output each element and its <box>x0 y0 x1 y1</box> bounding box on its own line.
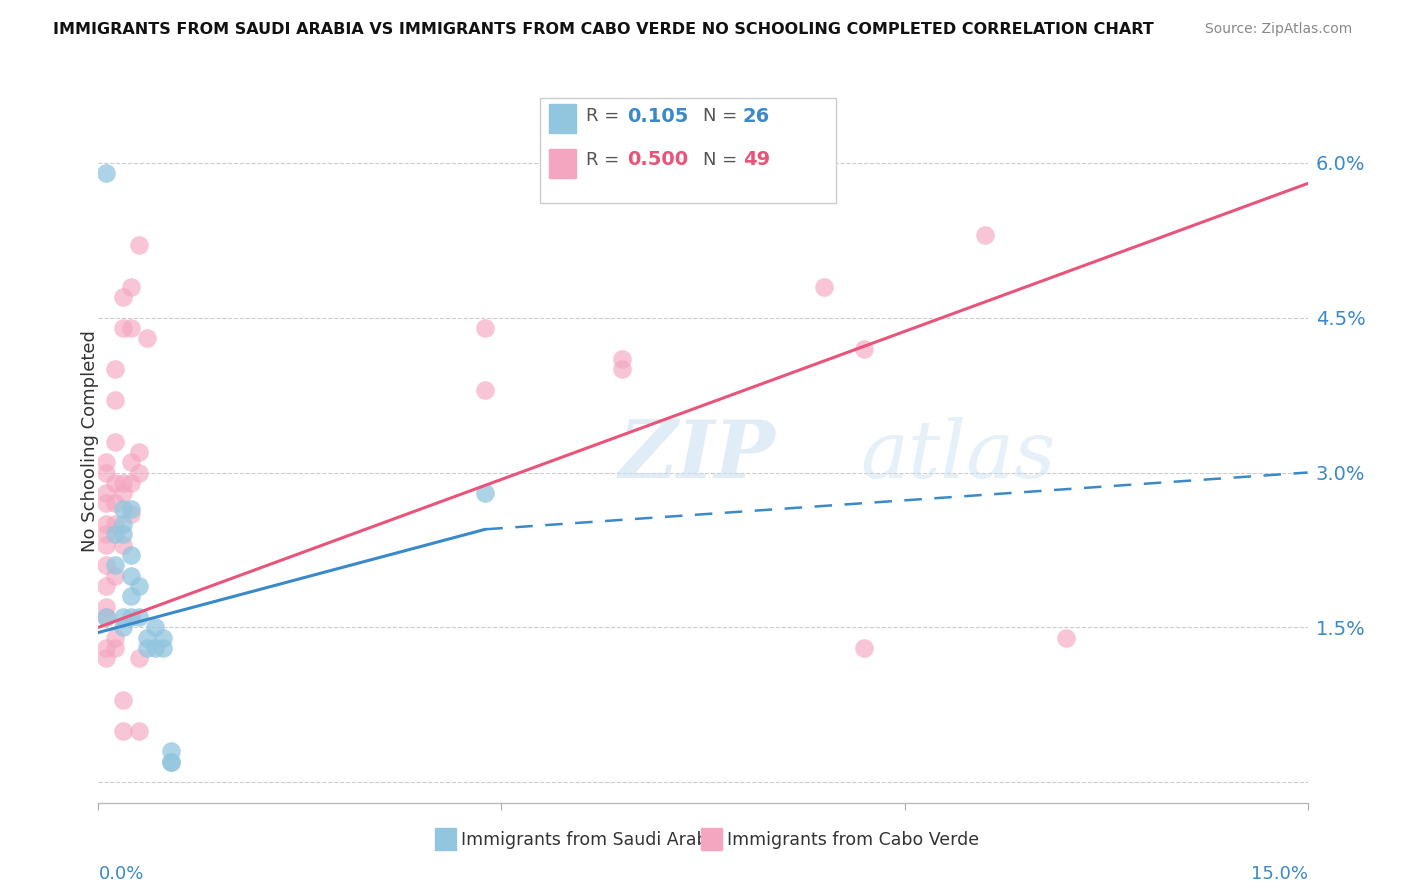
Point <box>96 579 118 593</box>
Bar <box>550 149 576 178</box>
Text: N =: N = <box>703 107 742 126</box>
Point <box>111 486 134 500</box>
Text: 0.0%: 0.0% <box>98 864 143 883</box>
Point <box>120 455 142 469</box>
Point <box>103 496 125 510</box>
Point <box>103 631 125 645</box>
Point <box>128 466 150 480</box>
Point <box>96 486 118 500</box>
Text: Immigrants from Saudi Arabia: Immigrants from Saudi Arabia <box>461 831 723 849</box>
FancyBboxPatch shape <box>540 98 837 203</box>
Text: 0.105: 0.105 <box>627 107 688 126</box>
Point <box>103 640 125 655</box>
Point <box>120 610 142 624</box>
Point <box>120 568 142 582</box>
Text: Source: ZipAtlas.com: Source: ZipAtlas.com <box>1205 22 1353 37</box>
Point <box>96 610 118 624</box>
Point <box>103 362 125 376</box>
Point <box>120 279 142 293</box>
Text: Immigrants from Cabo Verde: Immigrants from Cabo Verde <box>727 831 980 849</box>
Point <box>128 238 150 252</box>
Point <box>128 651 150 665</box>
Point <box>128 445 150 459</box>
Point <box>152 631 174 645</box>
Point <box>96 517 118 532</box>
Point <box>103 558 125 573</box>
Point <box>96 466 118 480</box>
Text: IMMIGRANTS FROM SAUDI ARABIA VS IMMIGRANTS FROM CABO VERDE NO SCHOOLING COMPLETE: IMMIGRANTS FROM SAUDI ARABIA VS IMMIGRAN… <box>53 22 1154 37</box>
Point <box>143 620 166 634</box>
Text: N =: N = <box>703 151 742 169</box>
Point <box>96 166 118 180</box>
Point <box>135 631 157 645</box>
Point <box>103 517 125 532</box>
Point <box>111 527 134 541</box>
Point <box>96 558 118 573</box>
Point <box>120 590 142 604</box>
Point <box>111 610 134 624</box>
Point <box>974 228 997 243</box>
Point <box>120 475 142 490</box>
Point <box>96 496 118 510</box>
Point <box>474 383 496 397</box>
Y-axis label: No Schooling Completed: No Schooling Completed <box>82 331 98 552</box>
Point <box>111 321 134 335</box>
Point <box>111 692 134 706</box>
Point <box>128 723 150 738</box>
Point <box>1054 631 1077 645</box>
Point <box>612 362 634 376</box>
Point <box>103 393 125 408</box>
Point <box>120 501 142 516</box>
Point <box>152 640 174 655</box>
Text: 0.500: 0.500 <box>627 150 688 169</box>
Point <box>96 538 118 552</box>
Point <box>103 434 125 449</box>
Text: 15.0%: 15.0% <box>1250 864 1308 883</box>
Point <box>120 548 142 562</box>
Bar <box>550 104 576 133</box>
Text: R =: R = <box>586 107 624 126</box>
Point <box>96 599 118 614</box>
Text: atlas: atlas <box>860 417 1056 495</box>
Point <box>612 351 634 366</box>
Point <box>160 755 183 769</box>
Text: ZIP: ZIP <box>619 417 775 495</box>
Point <box>111 290 134 304</box>
Point <box>813 279 835 293</box>
Point <box>103 568 125 582</box>
Text: 26: 26 <box>742 107 770 126</box>
Point <box>96 640 118 655</box>
Point <box>111 620 134 634</box>
Point <box>143 640 166 655</box>
Bar <box>700 828 723 850</box>
Point <box>128 579 150 593</box>
Point <box>111 517 134 532</box>
Text: 49: 49 <box>742 150 770 169</box>
Text: R =: R = <box>586 151 624 169</box>
Point <box>120 321 142 335</box>
Point <box>474 486 496 500</box>
Point <box>160 744 183 758</box>
Bar <box>434 828 457 850</box>
Point <box>96 455 118 469</box>
Point <box>853 342 876 356</box>
Point <box>111 501 134 516</box>
Point <box>135 640 157 655</box>
Point <box>111 723 134 738</box>
Point <box>96 651 118 665</box>
Point <box>111 475 134 490</box>
Point <box>96 527 118 541</box>
Point <box>120 507 142 521</box>
Point <box>853 640 876 655</box>
Point <box>96 610 118 624</box>
Point <box>103 475 125 490</box>
Point <box>474 321 496 335</box>
Point <box>135 331 157 345</box>
Point <box>103 527 125 541</box>
Point <box>111 538 134 552</box>
Point <box>128 610 150 624</box>
Point <box>160 755 183 769</box>
